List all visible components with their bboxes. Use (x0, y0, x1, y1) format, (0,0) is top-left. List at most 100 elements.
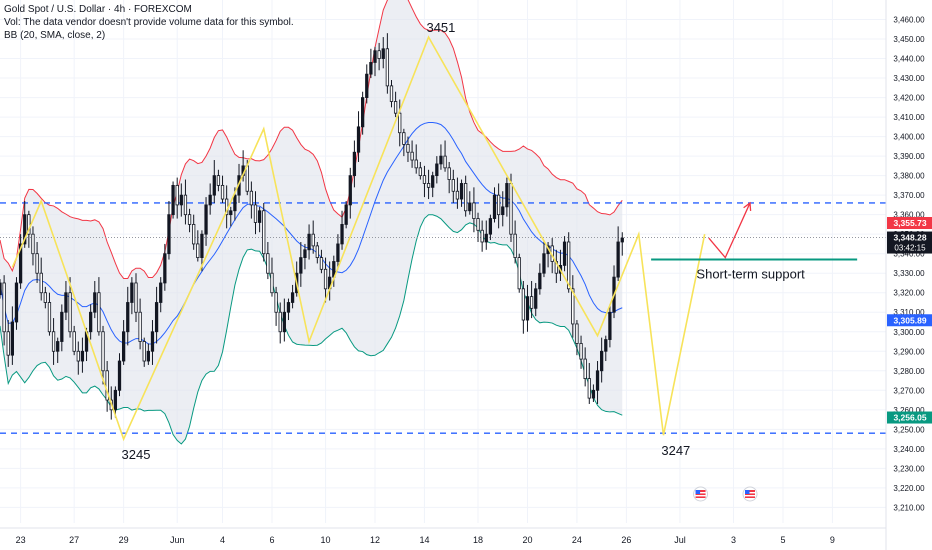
candle-body (534, 288, 538, 309)
candle-body (426, 183, 431, 188)
candle-body (163, 253, 167, 284)
candle-body (525, 296, 530, 321)
candle-body (385, 48, 390, 87)
candle-body (18, 243, 23, 284)
candle-body (126, 302, 130, 333)
candle-body (381, 48, 385, 59)
projection-arrowhead (743, 201, 752, 211)
candle-body (344, 204, 348, 225)
support-label: Short-term support (696, 267, 805, 282)
candle-body (455, 190, 460, 200)
candle-body (76, 350, 80, 362)
price-tick-label: 3,300.00 (893, 328, 925, 337)
candle-body (56, 341, 60, 352)
price-tick-label: 3,270.00 (893, 386, 925, 395)
flag-canton (745, 490, 750, 494)
price-badge-label: 3,256.05 (893, 413, 926, 423)
candle-body (142, 341, 146, 362)
candle-body (89, 311, 93, 333)
candle-body (402, 132, 406, 145)
time-tick-label: 12 (370, 535, 380, 545)
candle-body (257, 210, 262, 223)
candle-body (447, 167, 451, 180)
candle-body (97, 292, 101, 333)
price-badge (887, 216, 932, 229)
candle-body (31, 233, 35, 255)
candle-body (245, 165, 249, 192)
time-tick-label: Jun (170, 535, 185, 545)
candle-body (233, 194, 237, 212)
price-tick-label: 3,340.00 (893, 250, 925, 259)
candle-body (47, 302, 52, 333)
candle-body (167, 214, 171, 255)
price-tick-label: 3,320.00 (893, 289, 925, 298)
candle-body (253, 204, 258, 223)
candle-body (278, 311, 282, 333)
candle-body (365, 73, 369, 98)
price-tick-label: 3,260.00 (893, 406, 925, 415)
price-tick-label: 3,440.00 (893, 55, 925, 64)
candle-body (459, 183, 464, 200)
candle-body (562, 241, 567, 266)
candle-body (35, 253, 39, 274)
flag-stripe (745, 495, 756, 497)
time-tick-label: 10 (321, 535, 331, 545)
candle-body (414, 159, 418, 169)
candle-body (377, 50, 381, 59)
candle-body (43, 292, 47, 303)
candle-body (591, 389, 596, 399)
candle-body (439, 155, 443, 165)
candle-body (23, 214, 27, 245)
candle-body (604, 339, 608, 352)
price-tick-label: 3,220.00 (893, 484, 925, 493)
candle-body (521, 288, 525, 321)
candle-body (323, 268, 328, 290)
time-tick-label: 24 (572, 535, 582, 545)
candle-body (488, 218, 493, 235)
time-tick-label: 5 (780, 535, 785, 545)
candle-body (72, 331, 76, 352)
candle-body (179, 194, 183, 206)
flag-stripe (695, 492, 706, 494)
time-tick-label: 23 (16, 535, 26, 545)
price-badge-label: 3,305.89 (893, 315, 926, 325)
time-tick-label: 20 (522, 535, 532, 545)
us-flag-icon (742, 486, 758, 502)
candle-body (567, 241, 571, 290)
candle-body (0, 282, 2, 296)
candle-body (286, 302, 291, 313)
candle-body (505, 183, 509, 208)
candle-body (10, 321, 14, 356)
candle-body (51, 331, 56, 352)
candle-body (361, 97, 365, 128)
candle-body (571, 288, 575, 325)
candle-body (113, 389, 118, 411)
price-badge-label: 3,355.73 (893, 218, 926, 228)
price-badge (887, 411, 932, 424)
price-tick-label: 3,420.00 (893, 94, 925, 103)
candle-body (220, 184, 225, 200)
indicator-label[interactable]: BB (20, SMA, close, 2) (4, 30, 106, 41)
pivot-annotation: 3247 (661, 443, 690, 458)
candle-body (418, 167, 422, 177)
candle-body (484, 233, 488, 243)
candle-body (311, 233, 315, 247)
time-tick-label: 14 (419, 535, 429, 545)
price-tick-label: 3,400.00 (893, 133, 925, 142)
price-tick-label: 3,330.00 (893, 269, 925, 278)
candle-body (496, 194, 501, 216)
price-badge-label: 3,348.28 (893, 233, 926, 243)
candle-body (431, 175, 435, 188)
pivot-annotation: 3245 (122, 447, 151, 462)
candle-body (175, 184, 179, 206)
candle-body (299, 257, 303, 274)
candle-body (369, 62, 373, 75)
candles (0, 33, 624, 420)
candle-body (196, 243, 200, 258)
time-tick-label: 4 (220, 535, 225, 545)
pivot-annotation: 3451 (426, 20, 455, 35)
candle-body (274, 292, 278, 313)
symbol-title[interactable]: Gold Spot / U.S. Dollar · 4h · FOREXCOM (4, 4, 192, 15)
volume-note: Vol: The data vendor doesn't provide vol… (4, 17, 294, 28)
